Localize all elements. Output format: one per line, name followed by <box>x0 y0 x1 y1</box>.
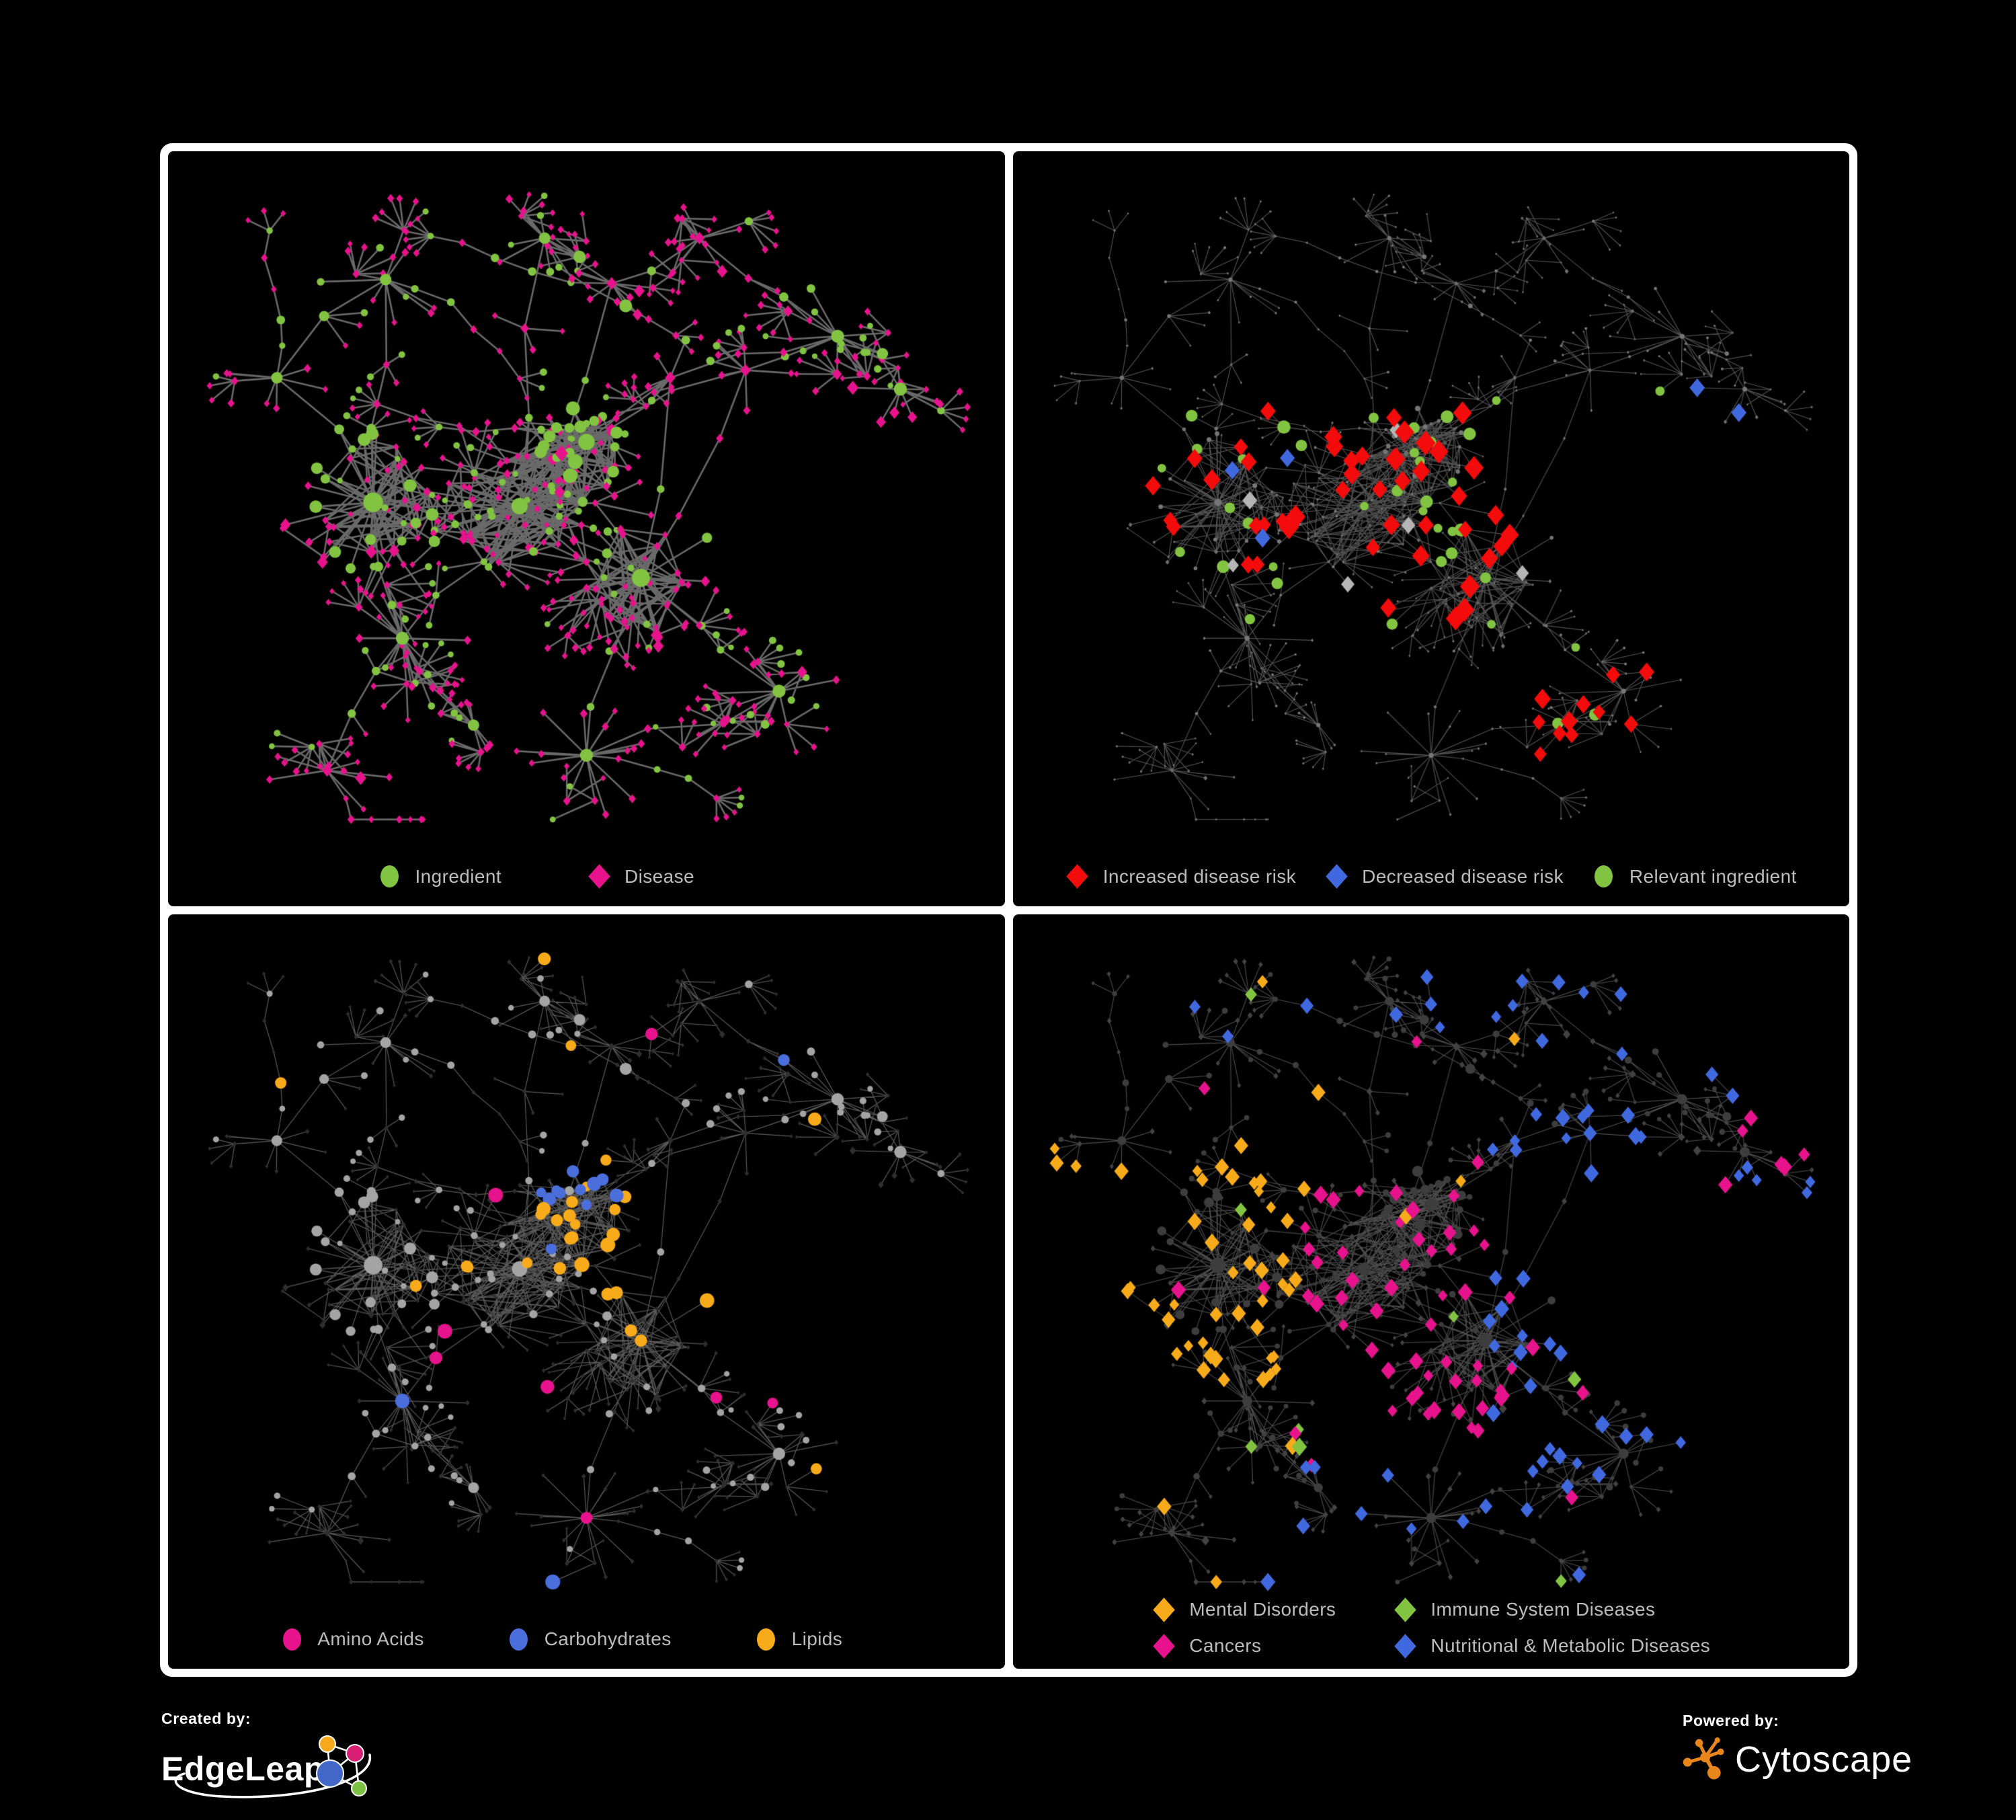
network-canvas-compound-classes <box>168 914 1005 1669</box>
legend-circle-icon <box>377 865 401 889</box>
legend-item: Mental Disorders <box>1152 1597 1336 1622</box>
legend-diamond-icon <box>1152 1597 1176 1622</box>
legend-item: Cancers <box>1152 1633 1336 1659</box>
legend-diamond-icon <box>587 864 611 889</box>
edgeleap-wordmark: EdgeLeap <box>161 1750 325 1788</box>
panel-compound-classes: Amino Acids Carbohydrates Lipids <box>168 914 1005 1669</box>
panel-disease-risk: Increased disease risk Decreased disease … <box>1012 151 1850 906</box>
figure-frame: Ingredient Disease Increased disease risk… <box>160 143 1857 1677</box>
legend-circle-icon <box>507 1627 531 1651</box>
legend-circle-icon <box>754 1627 778 1651</box>
legend-item: Nutritional & Metabolic Diseases <box>1393 1633 1711 1659</box>
legend-label: Disease <box>624 865 694 887</box>
legend-item: Amino Acids <box>280 1627 424 1651</box>
legend-disease-categories: Mental Disorders Immune System Diseases Ca… <box>1013 1597 1850 1659</box>
edgeleap-network-icon <box>316 1735 367 1796</box>
cytoscape-logo-icon <box>1683 1737 1724 1780</box>
legend-circle-icon <box>280 1627 304 1651</box>
legend-item: Carbohydrates <box>507 1627 672 1651</box>
legend-compound-classes: Amino Acids Carbohydrates Lipids <box>168 1627 1005 1651</box>
legend-item: Relevant ingredient <box>1592 865 1797 889</box>
legend-label: Mental Disorders <box>1189 1599 1336 1620</box>
created-by-label: Created by: <box>161 1710 251 1727</box>
legend-label: Lipids <box>791 1628 843 1649</box>
network-canvas-disease-categories <box>1012 914 1849 1669</box>
legend-label: Cancers <box>1189 1635 1262 1656</box>
legend-label: Ingredient <box>415 865 502 887</box>
network-canvas-ingredient-disease <box>168 151 1005 906</box>
legend-diamond-icon <box>1152 1633 1176 1659</box>
legend-item: Decreased disease risk <box>1324 864 1564 889</box>
network-canvas-disease-risk <box>1012 151 1849 906</box>
created-by-block: Created by: EdgeLeap <box>161 1710 383 1802</box>
powered-by-label: Powered by: <box>1683 1712 1779 1729</box>
legend-label: Carbohydrates <box>544 1628 672 1649</box>
legend-item: Disease <box>587 864 694 889</box>
edgeleap-logo: EdgeLeap <box>161 1735 371 1798</box>
legend-ingredient-disease: Ingredient Disease <box>168 864 1005 889</box>
legend-label: Decreased disease risk <box>1362 865 1564 887</box>
legend-label: Nutritional & Metabolic Diseases <box>1430 1635 1711 1656</box>
legend-item: Lipids <box>754 1627 843 1651</box>
legend-item: Immune System Diseases <box>1393 1597 1710 1622</box>
powered-by-block: Powered by: Cytoscape <box>1683 1712 1912 1784</box>
legend-circle-icon <box>1592 865 1616 889</box>
legend-label: Increased disease risk <box>1102 865 1297 887</box>
legend-label: Amino Acids <box>317 1628 424 1649</box>
legend-item: Increased disease risk <box>1065 864 1297 889</box>
legend-diamond-icon <box>1393 1633 1417 1659</box>
panel-ingredient-disease: Ingredient Disease <box>168 151 1005 906</box>
legend-diamond-icon <box>1393 1597 1417 1622</box>
legend-disease-risk: Increased disease risk Decreased disease … <box>1013 864 1850 889</box>
edgeleap-swoosh <box>174 1753 371 1798</box>
legend-item: Ingredient <box>377 865 501 889</box>
legend-diamond-icon <box>1324 864 1348 889</box>
panel-disease-categories: Mental Disorders Immune System Diseases Ca… <box>1012 914 1850 1669</box>
legend-label: Immune System Diseases <box>1430 1599 1656 1620</box>
legend-diamond-icon <box>1065 864 1090 889</box>
cytoscape-wordmark: Cytoscape <box>1735 1739 1913 1780</box>
legend-label: Relevant ingredient <box>1629 865 1797 887</box>
